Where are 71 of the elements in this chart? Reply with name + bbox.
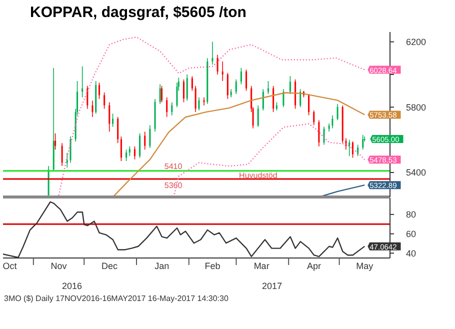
candlestick (108, 102, 110, 132)
candlestick (222, 61, 224, 82)
x-tick-label: Jan (154, 261, 170, 271)
candlestick (186, 74, 188, 102)
candlestick (257, 105, 259, 128)
y-tick-label: 6200 (406, 36, 426, 47)
candlestick (198, 96, 200, 111)
text: 3MO ($) Daily 17NOV2016-16MAY2017 16-May-2017 14:30:30 (4, 294, 228, 303)
candlestick (161, 86, 163, 103)
candlestick (352, 141, 354, 158)
x-tick-label: Apr (306, 261, 321, 271)
candlestick (92, 100, 94, 118)
candlestick (294, 78, 296, 110)
candlestick (117, 116, 119, 144)
candlestick (216, 54, 218, 75)
ref-line-label: 5360 (164, 181, 183, 190)
candlestick (134, 146, 136, 160)
x-tick-label: Mar (254, 261, 270, 271)
candlestick (235, 78, 237, 94)
candlestick (66, 152, 68, 168)
candlestick (203, 96, 205, 106)
x-tick-label: Oct (2, 261, 18, 271)
candlestick (318, 120, 320, 147)
candlestick (348, 139, 350, 157)
candlestick (194, 86, 196, 112)
candlestick (171, 102, 173, 116)
candlestick (332, 114, 334, 129)
ref-line-label: 5410 (164, 162, 183, 171)
candlestick (144, 131, 146, 150)
candlestick (246, 69, 248, 92)
line-series (58, 36, 366, 196)
candlestick (98, 82, 100, 100)
candlestick (272, 86, 274, 112)
candlestick (267, 80, 269, 94)
candlestick (86, 86, 88, 110)
candlestick (149, 124, 151, 148)
candlestick (191, 76, 193, 92)
x-tick-label: Feb (204, 261, 220, 271)
candlestick (120, 136, 122, 162)
candlestick (336, 103, 338, 121)
candlestick (226, 72, 228, 100)
x-tick-label: Nov (50, 261, 68, 271)
y-tick-label: 5400 (406, 168, 426, 178)
candlestick (61, 142, 63, 166)
x-tick-label: May (356, 261, 374, 271)
candlestick (289, 76, 291, 94)
y-tick-label: 5800 (406, 102, 426, 112)
candlestick (139, 132, 141, 158)
x-tick-label: Dec (101, 261, 118, 271)
chart-title: KOPPAR, dagsgraf, $5605 /ton (30, 4, 246, 21)
candlestick (323, 126, 325, 146)
candlestick (54, 132, 56, 150)
candlestick (313, 110, 315, 126)
candlestick (104, 92, 106, 110)
candlestick (212, 41, 214, 66)
text: 2016 (62, 281, 82, 291)
annotation: Huvudstöd (239, 170, 278, 180)
candlestick (126, 149, 128, 162)
y-tick-label: 60 (406, 229, 416, 239)
candlestick (362, 134, 364, 150)
candlestick (82, 66, 84, 98)
candlestick (166, 96, 168, 118)
candlestick (70, 136, 72, 164)
candlestick (182, 78, 184, 103)
text: 2017 (262, 281, 282, 291)
candlestick (240, 68, 242, 85)
candlestick (159, 84, 161, 104)
y-tick-label: 80 (406, 210, 416, 220)
y-tick-label: 40 (406, 248, 416, 258)
candlestick (128, 146, 130, 157)
candlestick (112, 113, 114, 128)
